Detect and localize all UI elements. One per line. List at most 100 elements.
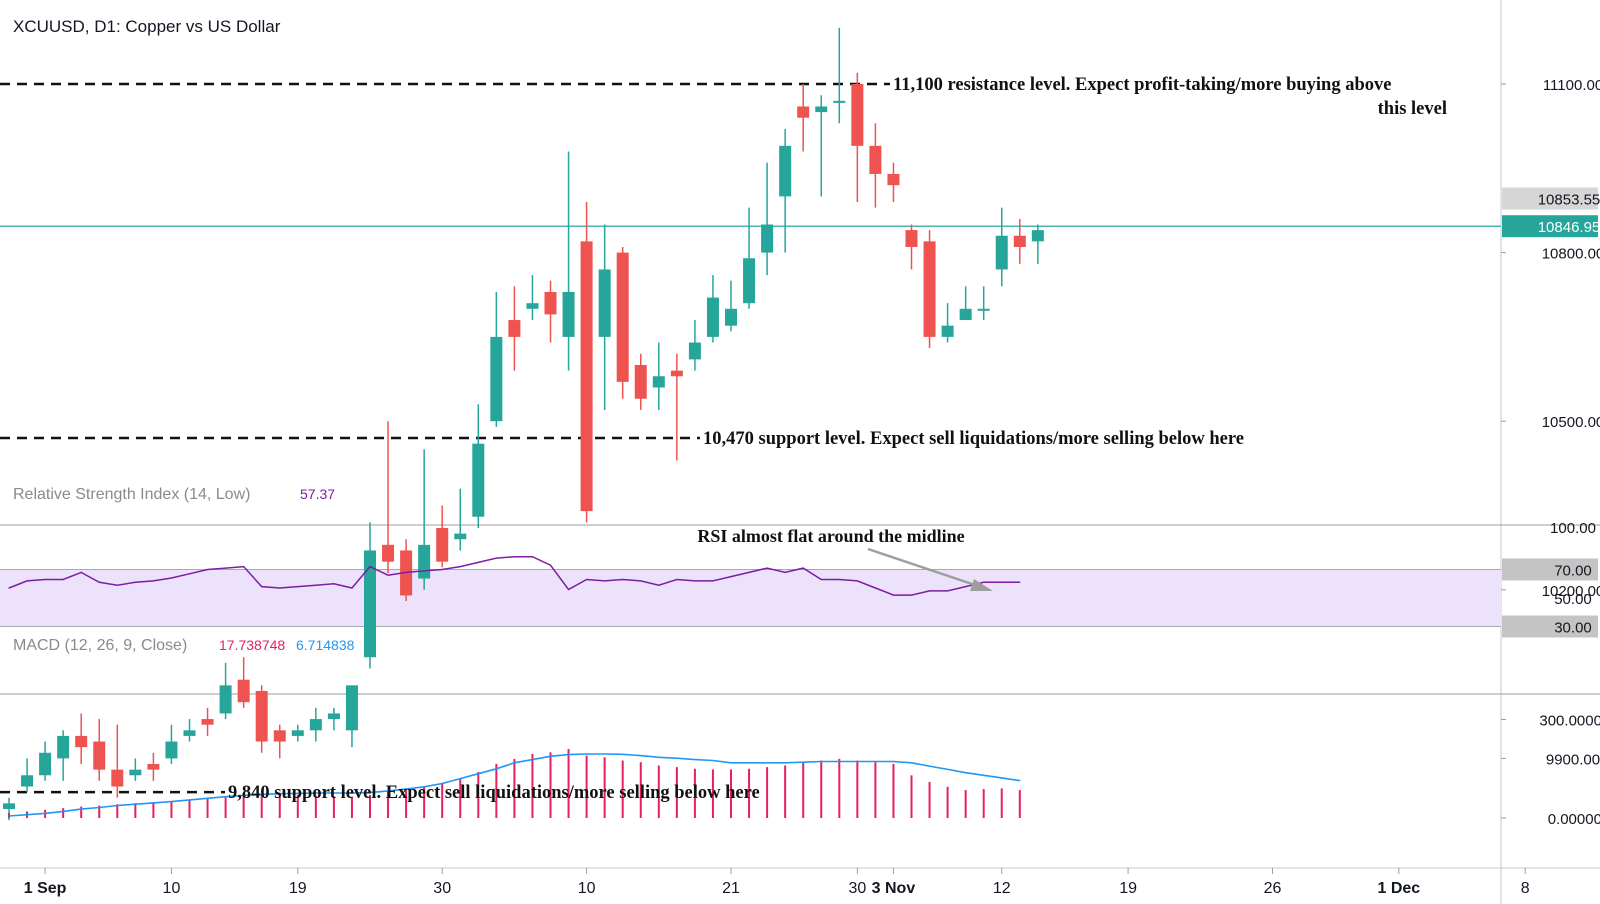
candle-body [273,730,286,742]
signal-point [8,815,10,817]
signal-point [423,786,425,788]
signal-point [694,758,696,761]
time-tick-label: 19 [289,880,307,897]
signal-point [910,762,913,764]
time-tick-label: 10 [163,880,181,897]
signal-point [152,802,154,804]
rsi-axis[interactable]: 100.00 70.00 50.00 30.00 [1502,520,1598,638]
macd-axis[interactable]: 300.000000 0.000000 [1501,713,1600,829]
signal-point [676,757,678,759]
macd-value: 17.738748 [219,637,285,653]
rsi-point [513,556,516,558]
signal-value: 6.714838 [296,637,355,653]
candle-body [129,769,142,776]
candle-body [291,730,304,736]
candle-body [761,224,774,253]
signal-point [712,759,714,762]
price-tick-label: 9900.00 [1546,751,1600,768]
signal-point [477,773,479,775]
rsi-point [369,566,371,568]
rsi-point [531,556,534,558]
rsi-pane-title[interactable]: Relative Strength Index (14, Low) [13,486,250,503]
signal-point [1019,779,1021,782]
rsi-point [802,567,804,569]
price-label-box [1502,187,1598,210]
candle-body [508,320,521,337]
time-axis[interactable]: 1 Sep 10 19 30 10 21 30 3 Nov 12 19 26 1 Dec 8 [24,868,1530,897]
candle-body [219,685,232,714]
signal-point [766,762,768,764]
candle-body [652,376,665,388]
rsi-point [116,584,118,586]
rsi-arrow-shaft [867,547,979,588]
signal-point [225,796,227,798]
candle-body [327,713,340,720]
signal-point [405,788,407,790]
signal-point [892,760,895,763]
signal-point [513,762,516,764]
signal-point [748,762,750,764]
signal-point [947,768,949,771]
rsi-tick-label: 30.00 [1554,620,1592,637]
macd-signal-series [8,753,1021,817]
signal-point [838,760,840,763]
candle-body [490,336,503,422]
rsi-point [892,594,895,596]
signal-point [333,792,335,794]
signal-point [387,790,389,792]
time-tick-label: 1 Dec [1377,880,1420,897]
signal-point [604,753,606,755]
candle-body [93,741,106,770]
candle-body [75,735,88,748]
rsi-point [243,566,245,568]
candle-body [165,741,178,759]
rsi-arrow-head [970,579,993,591]
rsi-point [134,581,136,583]
macd-tick-label: 0.000000 [1548,811,1600,828]
signal-point [98,806,100,809]
time-tick-label: 21 [722,880,740,897]
rsi-point [622,578,624,581]
candle-body [706,297,719,337]
candle-body [688,342,701,360]
rsi-point [676,578,678,581]
price-tick-label: 10800.00 [1542,246,1600,263]
candle-body [851,84,864,146]
signal-point [206,797,209,799]
signal-point [351,792,353,794]
rsi-point [856,580,858,582]
candle-body [111,769,124,787]
price-axis[interactable]: 11100.0010800.0010500.0010200.009900.009… [1501,77,1600,904]
candle-body [1013,235,1026,247]
rsi-value: 57.37 [300,486,335,502]
rsi-point [766,567,768,569]
chart-title: XCUUSD, D1: Copper vs US Dollar [13,17,281,36]
signal-point [730,762,732,764]
signal-point [297,792,299,794]
signal-point [965,772,967,774]
signal-point [243,794,245,796]
candle-body [598,269,611,337]
signal-point [531,758,534,761]
rsi-annotation-arrow [867,547,993,591]
signal-point [261,793,263,795]
rsi-point [387,574,389,576]
rsi-point [279,587,281,589]
rsi-point [44,578,46,581]
signal-point [369,791,371,793]
rsi-point [188,573,191,575]
rsi-point [820,578,822,581]
macd-pane-title[interactable]: MACD (12, 26, 9, Close) [13,637,187,654]
rsi-point [459,566,461,568]
time-tick-label: 3 Nov [872,880,916,897]
candle-body [779,145,792,197]
signal-point [26,814,28,816]
candle-body [634,365,647,399]
level-annotation-line2: this level [1378,99,1447,119]
time-tick-label: 10 [578,880,596,897]
macd-tick-label: 300.000000 [1539,713,1600,730]
price-tick-label: 11100.00 [1543,77,1600,94]
price-label: 10853.55 [1538,192,1600,209]
